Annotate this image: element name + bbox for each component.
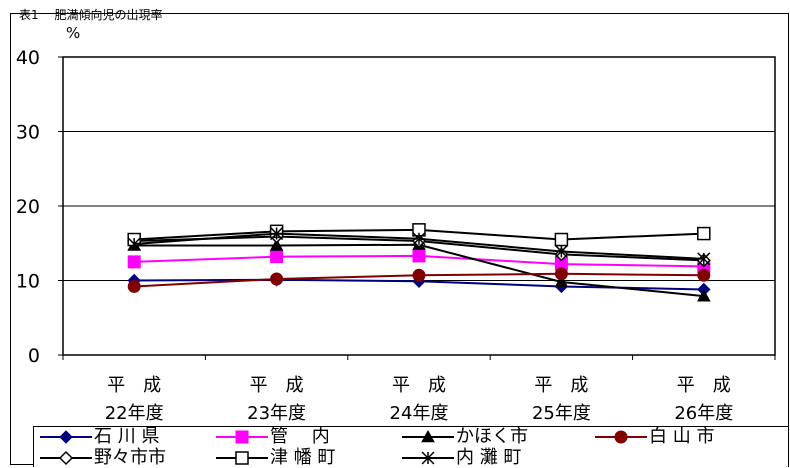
legend-item: 白 山 市 [595,427,714,447]
x-tick-label: 平 成 [534,375,588,396]
data-point [614,430,628,444]
data-point [412,268,426,282]
data-point [127,255,141,269]
data-point [421,451,435,465]
data-point [235,430,249,444]
legend-swatch [216,451,268,465]
y-unit-label: % [66,24,80,42]
y-tick-label: 40 [16,47,40,69]
data-point [696,289,711,302]
data-point [58,450,74,466]
x-tick-label: 平 成 [677,375,731,396]
legend-item: 管 内 [216,427,330,447]
x-tick-label: 平 成 [107,375,161,396]
series [127,267,711,293]
data-point [270,272,284,286]
data-point [235,451,249,465]
legend-swatch [402,451,454,465]
legend-swatch [216,430,268,444]
y-tick-label: 10 [16,271,40,293]
legend-item: 石 川 県 [40,427,159,447]
legend-label: 白 山 市 [649,426,715,447]
legend-label: 管 内 [270,426,330,447]
data-point [269,238,284,251]
x-tick-label: 25年度 [532,403,591,424]
legend-label: 石 川 県 [94,426,160,447]
legend-item: 野々市市 [40,448,166,468]
legend-swatch [40,450,92,466]
legend-item: 内 灘 町 [402,448,521,468]
data-point [697,268,711,282]
x-tick-label: 23年度 [247,403,306,424]
data-point [59,430,73,444]
legend-swatch [40,430,92,444]
x-tick-label: 平 成 [392,375,446,396]
x-tick-label: 22年度 [105,403,164,424]
data-point [127,237,141,251]
legend-label: かほく市 [456,426,528,447]
data-point [270,227,284,241]
series [127,227,711,266]
legend-label: 野々市市 [94,447,166,468]
data-point [421,429,435,443]
page-label: 表1 肥満傾向児の出現率 [19,8,163,22]
y-tick-label: 0 [28,345,40,367]
data-point [412,232,426,246]
x-tick-label: 24年度 [390,403,449,424]
data-point [554,274,569,288]
legend: 石 川 県 管 内 かほく市 白 山 市野々市市 津 幡 町 内 灘 町 [33,426,789,468]
data-point [554,244,568,258]
y-tick-label: 20 [16,196,40,218]
y-tick-label: 30 [16,122,40,144]
legend-label: 内 灘 町 [456,447,522,468]
legend-label: 津 幡 町 [270,447,336,468]
data-point [697,252,711,266]
data-point [697,226,711,241]
data-point [127,279,141,293]
legend-swatch [402,429,454,443]
axis-layer: 0 10 20 30 40% 平 成 22年度 平 成 23年度 平 成 24年度 平 成 25年度 平 … [16,24,776,424]
x-tick-label: 26年度 [674,403,733,424]
legend-swatch [595,430,647,444]
x-tick-label: 平 成 [250,375,304,396]
legend-item: 津 幡 町 [216,448,335,468]
data-point [554,267,568,281]
legend-item: かほく市 [402,427,528,447]
series-layer [127,223,711,302]
chart-frame: 表1 肥満傾向児の出現率 [10,8,789,465]
